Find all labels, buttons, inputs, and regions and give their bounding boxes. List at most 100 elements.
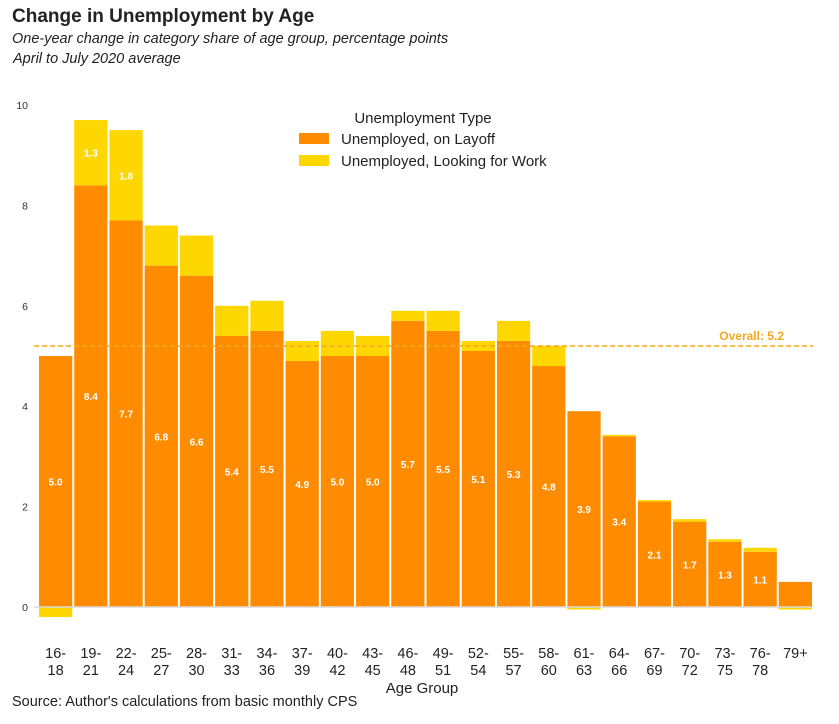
bar-looking xyxy=(179,235,214,276)
x-tick-label: 46- xyxy=(397,646,418,662)
legend-title: Unemployment Type xyxy=(354,110,491,127)
bar-label-looking: 1.3 xyxy=(84,149,98,160)
bar-label-layoff: 5.5 xyxy=(260,465,274,476)
bar-looking xyxy=(285,340,319,362)
x-tick-label: 18 xyxy=(48,663,64,679)
x-tick-label: 61- xyxy=(574,646,595,662)
x-tick-label: 72 xyxy=(682,663,698,679)
bar-layoff xyxy=(109,220,143,607)
x-tick-label: 69 xyxy=(646,663,662,679)
bar-layoff xyxy=(250,330,284,607)
bar-layoff xyxy=(637,501,672,607)
x-tick-label: 36 xyxy=(259,663,275,679)
bar-label-layoff: 6.8 xyxy=(154,432,168,443)
x-axis-label: Age Group xyxy=(386,680,459,697)
bar-label-layoff: 6.6 xyxy=(190,437,204,448)
bar-label-layoff: 5.0 xyxy=(366,478,380,489)
bar-layoff xyxy=(179,275,214,607)
chart-date-range: April to July 2020 average xyxy=(13,51,181,67)
x-tick-label: 58- xyxy=(538,646,559,662)
x-tick-label: 34- xyxy=(256,646,277,662)
x-tick-label: 55- xyxy=(503,646,524,662)
bar-looking xyxy=(778,607,812,610)
x-tick-label: 51 xyxy=(435,663,451,679)
bar-label-layoff: 5.5 xyxy=(436,465,450,476)
bar-layoff xyxy=(144,265,178,607)
bar-layoff xyxy=(708,541,742,607)
x-tick-label: 57 xyxy=(505,663,521,679)
bar-layoff xyxy=(356,356,390,607)
bar-layoff xyxy=(778,581,812,607)
x-tick-label: 25- xyxy=(151,646,172,662)
x-tick-label: 28- xyxy=(186,646,207,662)
x-tick-label: 30 xyxy=(188,663,204,679)
bar-label-layoff: 7.7 xyxy=(119,410,133,421)
x-tick-label: 45 xyxy=(365,663,381,679)
bar-layoff xyxy=(567,411,601,607)
bar-layoff xyxy=(39,356,73,607)
bar-layoff xyxy=(215,335,249,607)
bar-looking xyxy=(743,547,777,552)
x-tick-label: 21 xyxy=(83,663,99,679)
x-tick-label: 37- xyxy=(292,646,313,662)
chart-subtitle: One-year change in category share of age… xyxy=(12,31,449,47)
y-tick-label: 0 xyxy=(22,602,28,614)
bars-layer: 5.0 8.4 1.3 7.7 1.8 6.8 6.6 5.4 5.5 4.9 5.0 5.0 5.7 5… xyxy=(39,120,812,618)
bar-looking xyxy=(637,500,672,502)
x-tick-label: 27 xyxy=(153,663,169,679)
bar-layoff xyxy=(602,436,636,607)
bar-label-layoff: 4.9 xyxy=(295,480,309,491)
x-tick-label: 31- xyxy=(221,646,242,662)
x-tick-label: 43- xyxy=(362,646,383,662)
bar-layoff xyxy=(673,521,707,607)
x-tick-label: 67- xyxy=(644,646,665,662)
legend: Unemployment Type Unemployed, on Layoff Un… xyxy=(299,110,547,170)
y-tick-label: 6 xyxy=(22,301,28,313)
x-tick-label: 19- xyxy=(80,646,101,662)
x-tick-label: 75 xyxy=(717,663,733,679)
bar-label-layoff: 5.1 xyxy=(471,475,485,486)
legend-swatch-looking xyxy=(299,155,329,166)
x-tick-label: 24 xyxy=(118,663,134,679)
legend-label-layoff: Unemployed, on Layoff xyxy=(341,131,496,148)
overall-reference-label: Overall: 5.2 xyxy=(719,329,784,343)
bar-looking xyxy=(74,120,108,186)
y-tick-label: 10 xyxy=(16,100,28,112)
bar-layoff xyxy=(532,366,566,607)
bar-layoff xyxy=(74,185,108,607)
bar-label-layoff: 1.7 xyxy=(683,560,697,571)
bar-looking xyxy=(673,519,707,522)
bar-looking xyxy=(567,607,601,610)
y-tick-label: 8 xyxy=(22,200,28,212)
x-tick-label: 52- xyxy=(468,646,489,662)
source-note: Source: Author's calculations from basic… xyxy=(12,694,358,710)
bar-label-layoff: 5.0 xyxy=(330,478,344,489)
bar-label-looking: 1.8 xyxy=(119,171,133,182)
x-tick-label: 22- xyxy=(116,646,137,662)
chart-title: Change in Unemployment by Age xyxy=(12,6,315,27)
bar-looking xyxy=(532,345,566,367)
y-tick-label: 2 xyxy=(22,502,28,514)
x-tick-label: 39 xyxy=(294,663,310,679)
x-tick-label: 42 xyxy=(329,663,345,679)
bar-looking xyxy=(426,310,460,331)
x-tick-label: 16- xyxy=(45,646,66,662)
bar-looking xyxy=(496,320,531,341)
bar-looking xyxy=(39,607,73,618)
bar-looking xyxy=(250,300,284,331)
bar-label-layoff: 4.8 xyxy=(542,483,556,494)
x-tick-label: 64- xyxy=(609,646,630,662)
bar-looking xyxy=(215,305,249,336)
bar-layoff xyxy=(285,361,319,607)
bar-label-layoff: 1.1 xyxy=(753,575,767,586)
legend-swatch-layoff xyxy=(299,133,329,144)
x-tick-label: 78 xyxy=(752,663,768,679)
bar-layoff xyxy=(461,350,495,607)
bar-label-layoff: 3.9 xyxy=(577,505,591,516)
bar-looking xyxy=(320,330,355,356)
x-tick-label: 33 xyxy=(224,663,240,679)
bar-looking xyxy=(708,539,742,542)
bar-label-layoff: 5.4 xyxy=(225,467,239,478)
x-tick-label: 48 xyxy=(400,663,416,679)
bar-layoff xyxy=(426,330,460,607)
